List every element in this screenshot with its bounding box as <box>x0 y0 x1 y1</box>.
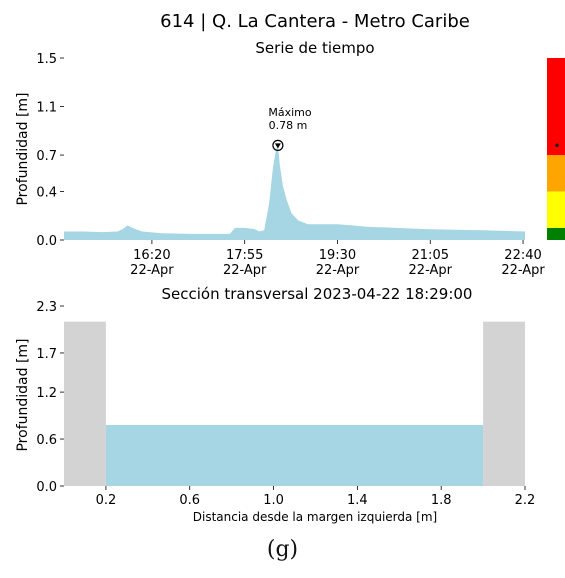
water-level-fill <box>105 424 484 486</box>
x-tick-date: 22-Apr <box>501 263 545 278</box>
time-series-x-axis: 16:2022-Apr17:5522-Apr19:3022-Apr21:0522… <box>130 240 545 278</box>
cross-section-xlabel: Distancia desde la margen izquierda [m] <box>193 510 437 524</box>
x-tick-time: 22:40 <box>504 248 541 263</box>
channel-bank <box>64 321 106 486</box>
cross-section-shapes <box>64 321 525 486</box>
time-series-ylabel: Profundidad [m] <box>15 92 31 205</box>
x-tick-label: 1.4 <box>347 493 368 508</box>
x-tick-date: 22-Apr <box>223 263 267 278</box>
x-tick-date: 22-Apr <box>130 263 174 278</box>
y-tick-label: 0.0 <box>36 234 57 249</box>
alert-band <box>547 191 565 228</box>
cross-section-chart: Sección transversal 2023-04-22 18:29:00 … <box>15 285 535 524</box>
alert-level-bar <box>547 58 565 240</box>
x-tick-label: 0.6 <box>179 493 200 508</box>
time-series-y-axis: 0.0 0.4 0.7 1.1 1.5 <box>36 52 64 249</box>
x-tick-label: 1.0 <box>263 493 284 508</box>
maximum-marker-triangle <box>274 143 281 149</box>
y-tick-label: 0.4 <box>36 185 57 200</box>
time-series-fill <box>64 145 525 240</box>
x-tick-time: 17:55 <box>226 248 263 263</box>
cross-section-y-axis: 0.0 0.6 1.2 1.7 2.3 <box>36 300 64 495</box>
figure-title: 614 | Q. La Cantera - Metro Caribe <box>160 11 470 32</box>
cross-section-title: Sección transversal 2023-04-22 18:29:00 <box>162 285 473 303</box>
x-tick-label: 0.2 <box>96 493 117 508</box>
y-tick-label: 0.6 <box>36 433 57 448</box>
maximum-value: 0.78 m <box>269 119 308 132</box>
alert-band <box>547 227 565 240</box>
channel-bank <box>483 321 525 486</box>
x-tick-date: 22-Apr <box>316 263 360 278</box>
y-tick-label: 1.5 <box>36 52 57 67</box>
maximum-marker-ring <box>272 139 284 151</box>
maximum-label: Máximo <box>268 106 312 119</box>
maximum-annotation: Máximo 0.78 m <box>268 106 312 151</box>
y-tick-label: 1.7 <box>36 347 57 362</box>
x-tick-time: 16:20 <box>133 248 170 263</box>
x-tick-time: 21:05 <box>412 248 449 263</box>
time-series-area <box>64 145 525 240</box>
y-tick-label: 0.7 <box>36 149 57 164</box>
x-tick-label: 1.8 <box>431 493 452 508</box>
alert-band <box>547 58 565 156</box>
y-tick-label: 1.2 <box>36 386 57 401</box>
y-tick-label: 2.3 <box>36 300 57 315</box>
figure-caption: (g) <box>266 537 299 562</box>
y-tick-label: 1.1 <box>36 101 57 116</box>
x-tick-label: 2.2 <box>515 493 536 508</box>
alert-level-marker <box>555 143 559 148</box>
cross-section-x-axis: 0.2 0.6 1.0 1.4 1.8 2.2 <box>96 486 536 508</box>
y-tick-label: 0.0 <box>36 480 57 495</box>
x-tick-time: 19:30 <box>319 248 356 263</box>
alert-band <box>547 155 565 192</box>
time-series-chart: Serie de tiempo Profundidad [m] 0.00.40.… <box>15 39 565 278</box>
x-tick-date: 22-Apr <box>409 263 453 278</box>
maximum-marker-icon <box>272 139 284 151</box>
cross-section-ylabel: Profundidad [m] <box>15 338 31 451</box>
time-series-title: Serie de tiempo <box>255 39 374 57</box>
